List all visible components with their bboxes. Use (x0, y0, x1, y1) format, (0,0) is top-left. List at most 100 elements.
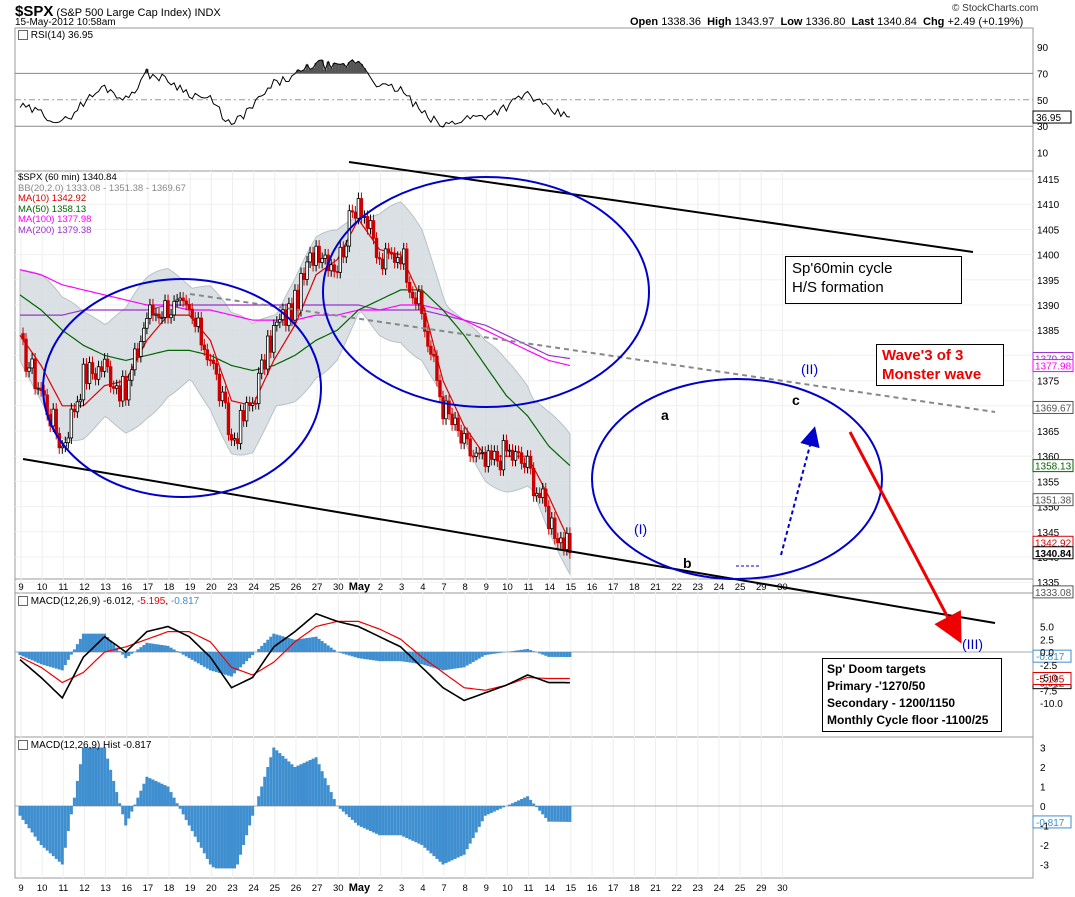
chg-label: Chg (923, 16, 945, 28)
rsi-tick-label: 90 (1037, 43, 1049, 54)
hist-bar (211, 806, 215, 868)
hist-bar (269, 757, 273, 806)
macd-line (19, 612, 570, 702)
candle-body (356, 198, 361, 219)
hist-bar (381, 806, 385, 836)
hist-bar (251, 806, 255, 816)
x-tick-label-bottom: 30 (777, 883, 788, 894)
x-tick-label-top: 27 (312, 582, 323, 593)
hist-value: -0.817 (123, 740, 152, 751)
macd-hist-bar (359, 652, 363, 659)
ma50-line (19, 289, 571, 467)
x-tick-label-top: 23 (227, 582, 238, 593)
macd-hist-bar (260, 645, 264, 652)
macd-hist-bar (372, 652, 376, 661)
macd-signal-line (19, 620, 570, 691)
hist-bar (302, 762, 306, 806)
hist-marker-icon (18, 740, 28, 751)
candle-body (78, 399, 83, 403)
candle-body (250, 402, 255, 406)
macd-value-tag-label: -5.195 (1036, 674, 1065, 685)
hist-bar (492, 806, 496, 812)
hist-bar (287, 761, 291, 806)
macd-hist-bar (492, 652, 496, 654)
rsi-tick-label: 10 (1037, 149, 1049, 160)
rsi-overbought-fill (308, 69, 312, 74)
hist-bar (184, 806, 188, 820)
hist-bar (272, 747, 276, 806)
macd-hist-bar (190, 652, 194, 660)
hist-bar (190, 806, 194, 832)
x-tick-label-bottom: 13 (100, 883, 111, 894)
macd-hist-bar (338, 652, 342, 653)
macd-hist-bar (556, 652, 560, 657)
x-tick-label-top: 14 (544, 582, 555, 593)
price-tick-label: 1395 (1037, 276, 1060, 287)
price-tick-label: 1385 (1037, 326, 1060, 337)
hist-bar (405, 806, 409, 839)
x-tick-label-bottom: 8 (463, 883, 468, 894)
macd-hist-bar (362, 652, 366, 659)
candle-body (456, 417, 460, 432)
hist-bar (63, 806, 67, 848)
macd-hist-bar (471, 652, 475, 663)
candle-body (486, 450, 491, 467)
candle-body (229, 434, 234, 441)
candle-body (299, 273, 303, 311)
candle-body (489, 450, 494, 460)
x-tick-label-top: 22 (671, 582, 682, 593)
macd-tick-label: 2.5 (1040, 635, 1054, 646)
x-tick-label-top: 11 (58, 582, 68, 593)
hist-bar (514, 801, 518, 806)
chart-date: 15-May-2012 10:58am (15, 17, 116, 28)
macd-hist-bar (27, 652, 31, 659)
hist-bar (308, 760, 312, 806)
hist-bar (411, 806, 415, 841)
source-credit: © StockCharts.com (952, 3, 1039, 14)
candle-body (377, 257, 382, 260)
x-tick-label-top: 25 (270, 582, 281, 593)
hist-bar (214, 806, 218, 869)
hist-bar (299, 764, 303, 806)
x-tick-label-bottom: 7 (441, 883, 446, 894)
last-label: Last (851, 16, 875, 28)
macd-hist-bar (157, 644, 161, 652)
macd-hist-bar (169, 647, 173, 652)
macd-hist-bar (341, 652, 345, 654)
wave-label-i: (I) (634, 521, 647, 537)
macd-hist-bar (196, 652, 200, 664)
macd-hist-bar (205, 652, 209, 669)
rsi-overbought-fill (305, 64, 309, 74)
hist-bar (127, 806, 131, 819)
hist-bar (226, 806, 230, 869)
hist-bar (290, 764, 294, 806)
macd-hist-bar (365, 652, 369, 660)
macd-hist-bar (438, 652, 442, 670)
macd-hist-bar (184, 652, 188, 657)
macd-hist-bar (526, 648, 530, 652)
candle-body (429, 345, 433, 355)
candle-body (87, 362, 92, 384)
hist-bar (27, 806, 31, 829)
upper-trendline (348, 161, 974, 253)
macd-hist-bar (444, 652, 448, 670)
hist-tick-label: -1 (1040, 822, 1049, 833)
macd-hist-bar (112, 644, 116, 652)
hist-bar (139, 790, 143, 806)
candle-body (21, 333, 25, 340)
hist-value-tag-label: -0.817 (1036, 818, 1065, 829)
hist-tick-label: -2 (1040, 841, 1049, 852)
x-tick-label-bottom: 9 (484, 883, 489, 894)
macd-hist-bar (486, 652, 490, 655)
candle-body (220, 391, 225, 402)
macd-hist-bar (420, 652, 424, 665)
candle-body (81, 363, 86, 401)
candle-body (226, 402, 231, 435)
macd-hist-bar (559, 652, 563, 657)
rsi-label: RSI(14) (30, 30, 66, 41)
hist-bar (520, 799, 524, 806)
candle-body (371, 220, 376, 239)
candle-body (392, 252, 397, 263)
hist-bar (435, 806, 439, 859)
candle-body (547, 505, 551, 530)
